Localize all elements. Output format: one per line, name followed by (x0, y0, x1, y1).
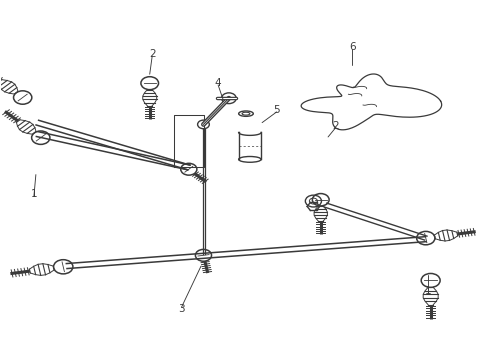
Text: 4: 4 (215, 78, 221, 88)
Text: 6: 6 (349, 42, 356, 52)
Text: 1: 1 (30, 189, 37, 199)
Text: 2: 2 (149, 49, 155, 59)
Text: 1: 1 (425, 286, 432, 296)
Text: 5: 5 (273, 105, 280, 115)
Text: 3: 3 (178, 304, 185, 314)
Text: 2: 2 (332, 121, 339, 131)
